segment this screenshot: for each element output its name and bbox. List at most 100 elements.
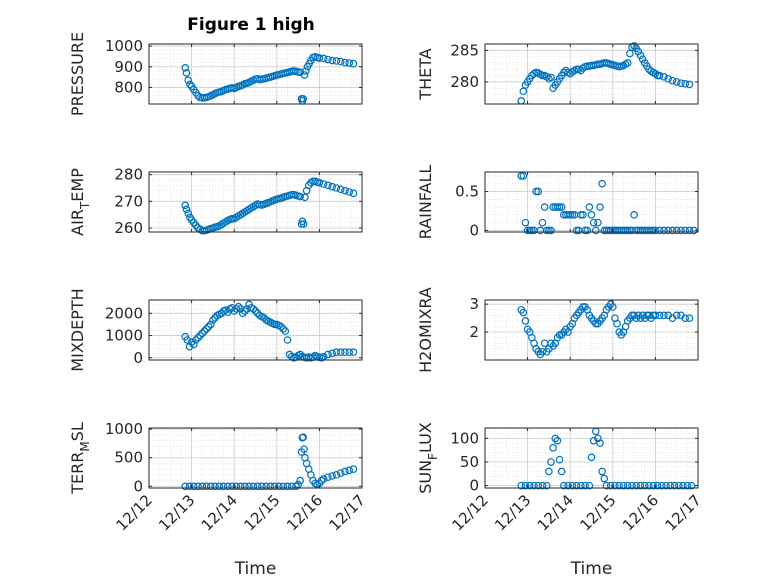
data-point xyxy=(234,302,243,311)
data-point xyxy=(542,481,551,490)
data-point xyxy=(545,226,553,235)
data-point xyxy=(196,331,204,340)
data-point xyxy=(555,455,564,464)
data-point xyxy=(292,482,300,491)
data-point xyxy=(206,482,215,491)
data-point xyxy=(685,226,694,235)
data-point xyxy=(534,187,543,196)
data-point xyxy=(557,467,566,476)
data-point xyxy=(189,340,198,349)
data-point xyxy=(182,69,191,77)
y-label-main: TERR xyxy=(68,452,87,495)
tick-marks xyxy=(148,44,363,104)
data-point xyxy=(602,481,611,490)
data-point xyxy=(241,482,249,491)
subplot-mixdepth: 0 1000 2000 MIXDEPTH xyxy=(68,288,363,372)
data-point xyxy=(636,481,645,490)
data-point xyxy=(300,445,308,453)
data-point xyxy=(636,51,645,60)
data-point xyxy=(606,481,615,490)
data-point xyxy=(181,201,190,210)
data-point xyxy=(183,336,192,344)
data-point xyxy=(211,482,219,491)
axes-box xyxy=(484,299,699,361)
data-point xyxy=(270,482,279,491)
y-tick-label: 0.5 xyxy=(455,182,479,200)
x-tick-label: 12/12 xyxy=(449,491,492,534)
data-point xyxy=(301,67,310,75)
tick-marks xyxy=(484,44,699,104)
data-point xyxy=(185,482,194,491)
subplot-rainfall: 0 0.5 RAINFALL xyxy=(416,165,699,240)
data-series xyxy=(181,177,358,235)
y-tick-label: 2 xyxy=(469,323,479,341)
minor-grid xyxy=(484,172,699,232)
x-tick-label: 12/13 xyxy=(155,491,198,534)
data-point xyxy=(587,211,596,219)
data-point xyxy=(236,482,245,491)
data-point xyxy=(277,322,285,331)
data-point xyxy=(623,226,632,235)
data-point xyxy=(349,348,358,357)
data-point xyxy=(341,186,349,195)
data-point xyxy=(628,481,636,490)
data-point xyxy=(241,307,249,315)
data-point xyxy=(670,481,679,490)
data-point xyxy=(270,320,279,329)
data-point xyxy=(542,73,551,81)
data-point xyxy=(315,178,324,187)
data-point xyxy=(202,325,211,333)
data-point xyxy=(613,319,621,328)
data-point xyxy=(324,350,332,359)
data-point xyxy=(341,467,349,476)
y-tick-label: 285 xyxy=(450,41,479,59)
data-point xyxy=(349,59,358,68)
minor-grid xyxy=(484,300,699,361)
data-point xyxy=(568,211,577,219)
data-point xyxy=(517,172,526,180)
y-axis-label: TERRMSL xyxy=(68,422,92,495)
data-point xyxy=(596,203,604,211)
data-point xyxy=(299,220,308,228)
data-point xyxy=(187,338,196,347)
x-tick-label: 12/14 xyxy=(198,491,241,534)
data-point xyxy=(651,69,660,78)
data-point xyxy=(275,482,283,491)
y-axis-label: RAINFALL xyxy=(416,165,435,240)
data-point xyxy=(332,57,341,65)
data-point xyxy=(685,314,694,322)
y-tick-label: 3 xyxy=(469,295,479,313)
data-point xyxy=(683,481,692,490)
data-point xyxy=(577,481,585,490)
x-tick-label: 12/16 xyxy=(619,491,662,534)
data-point xyxy=(249,482,258,491)
data-point xyxy=(591,226,600,235)
y-axis-label: PRESSURE xyxy=(68,32,87,116)
data-point xyxy=(553,436,562,445)
tick-marks xyxy=(484,428,699,488)
data-point xyxy=(553,203,562,211)
data-point xyxy=(651,226,660,235)
data-point xyxy=(192,336,200,344)
data-point xyxy=(630,211,638,219)
x-tick-label: 12/17 xyxy=(326,491,369,534)
data-series xyxy=(517,427,696,490)
data-point xyxy=(672,226,681,235)
data-point xyxy=(209,316,217,324)
data-point xyxy=(664,226,672,235)
data-point xyxy=(655,311,664,320)
data-point xyxy=(640,481,649,490)
data-point xyxy=(194,333,202,342)
x-tick-label: 12/12 xyxy=(113,491,156,534)
data-point xyxy=(662,481,670,490)
data-point xyxy=(647,226,655,235)
x-tick-label: 12/16 xyxy=(283,491,326,534)
data-point xyxy=(228,482,236,491)
data-point xyxy=(672,78,681,86)
x-tick-label: 12/15 xyxy=(576,491,619,534)
data-point xyxy=(528,226,536,235)
minor-grid xyxy=(148,44,363,105)
tick-marks xyxy=(148,300,363,360)
data-point xyxy=(301,193,309,202)
axes-box xyxy=(148,171,363,233)
